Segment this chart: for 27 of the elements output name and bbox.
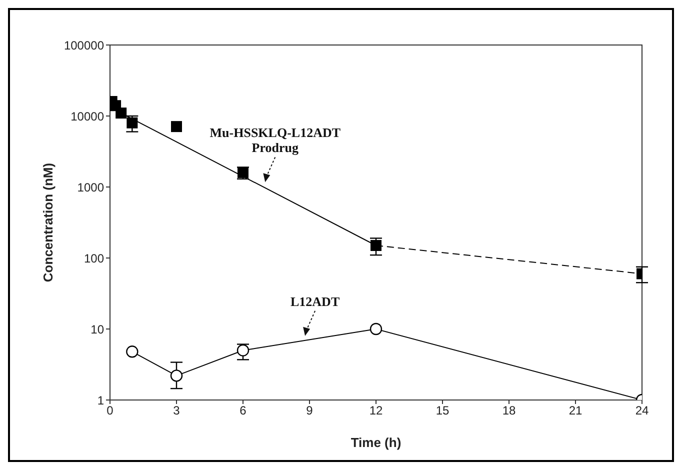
y-axis-title: Concentration (nM) (40, 162, 56, 282)
annotation: Mu-HSSKLQ-L12ADT Prodrug (210, 125, 341, 156)
point (370, 322, 382, 336)
x-tick-label: 3 (173, 404, 180, 418)
y-tick-label: 1 (97, 393, 104, 408)
point (126, 117, 138, 128)
point (171, 121, 182, 132)
point (370, 240, 382, 251)
x-axis-title: Time (h) (350, 435, 402, 450)
point (116, 108, 127, 119)
x-tick-label: 9 (306, 404, 314, 418)
y-tick-label: 100000 (64, 38, 104, 52)
x-tick-label: 6 (240, 404, 247, 418)
point (236, 344, 250, 356)
x-tick-label: 12 (369, 404, 383, 418)
point (126, 346, 138, 358)
y-tick-label: 1000 (77, 180, 104, 194)
x-tick-label: 21 (568, 404, 582, 418)
y-tick-label: 100 (84, 251, 104, 266)
x-tick-label: 18 (502, 404, 516, 418)
annotation: L12ADT (290, 294, 340, 309)
x-tick-label: 0 (106, 404, 114, 418)
x-tick-label: 24 (635, 404, 649, 418)
y-tick-label: 10 (90, 322, 104, 336)
point (170, 370, 183, 382)
y-tick-label: 10000 (70, 109, 104, 124)
x-tick-label: 15 (436, 404, 450, 418)
